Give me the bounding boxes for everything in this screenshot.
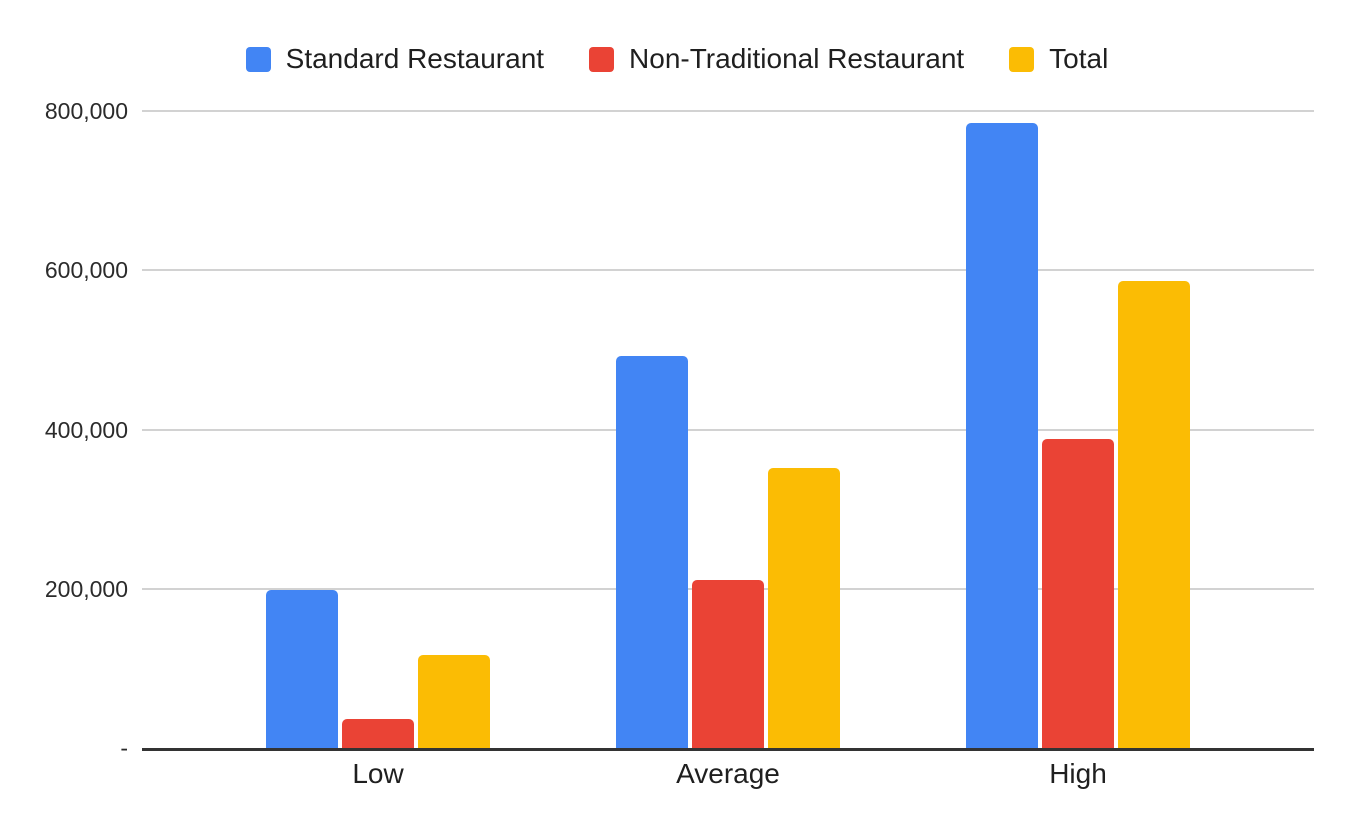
bar [342, 719, 414, 748]
legend-item-standard-restaurant: Standard Restaurant [245, 43, 545, 75]
legend: Standard Restaurant Non-Traditional Rest… [0, 40, 1354, 78]
bar [768, 468, 840, 748]
legend-swatch-non-traditional-restaurant [589, 46, 615, 72]
legend-item-non-traditional-restaurant: Non-Traditional Restaurant [589, 43, 964, 75]
y-tick-label: 200,000 [44, 575, 128, 602]
legend-swatch-standard-restaurant [245, 46, 271, 72]
bar-group-low [266, 111, 490, 748]
x-axis-labels: Low Average High [142, 758, 1314, 790]
gridline [142, 110, 1314, 112]
y-tick-label: - [120, 735, 128, 761]
bar [418, 654, 490, 748]
legend-label: Total [1049, 43, 1109, 74]
y-tick-label: 600,000 [44, 257, 128, 284]
legend-swatch-total [1009, 46, 1035, 72]
y-tick-label: 400,000 [44, 416, 128, 443]
legend-label: Standard Restaurant [285, 43, 545, 74]
y-tick-label: 800,000 [44, 98, 128, 124]
x-category-label: High [1049, 758, 1107, 789]
bar-group-high [966, 111, 1190, 748]
gridline [142, 269, 1314, 272]
bar [1042, 439, 1114, 748]
bar [266, 590, 338, 748]
bar [1118, 281, 1190, 748]
bar [966, 122, 1038, 748]
bar-group-average [616, 111, 840, 748]
y-axis-labels: 800,000 600,000 400,000 200,000 - [0, 98, 128, 761]
x-category-label: Low [352, 758, 404, 789]
gridline [142, 428, 1314, 431]
bar [616, 356, 688, 748]
plot-area [142, 110, 1314, 751]
legend-label: Non-Traditional Restaurant [629, 43, 965, 74]
x-category-label: Average [676, 758, 780, 789]
bar [692, 580, 764, 748]
legend-item-total: Total [1009, 43, 1108, 75]
